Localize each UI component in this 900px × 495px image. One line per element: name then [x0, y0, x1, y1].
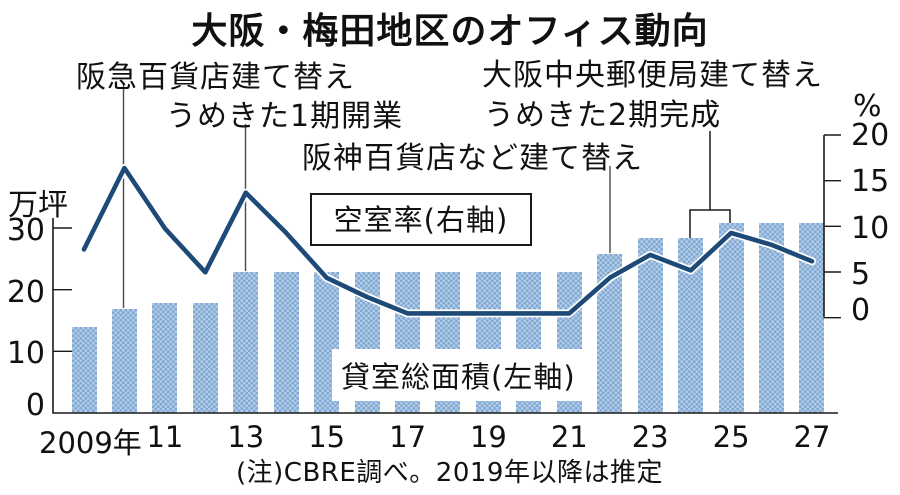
x-label-17: 17	[389, 420, 427, 454]
chart-title: 大阪・梅田地区のオフィス動向	[191, 11, 709, 52]
annotation-umekita2: うめきた2期完成	[484, 98, 722, 133]
bar-2014	[273, 271, 299, 413]
left-tick-0: 0	[25, 388, 45, 423]
x-label-15: 15	[308, 420, 346, 454]
bar-2009	[71, 327, 97, 413]
x-label-27: 27	[793, 420, 831, 454]
x-label-2009: 2009年	[39, 426, 142, 460]
right-tick-20: 20	[851, 118, 890, 153]
bar-2026	[759, 222, 785, 413]
x-label-19: 19	[469, 420, 507, 454]
x-label-23: 23	[631, 420, 669, 454]
left-axis-unit: 万坪	[8, 188, 68, 223]
right-tick-0: 0	[851, 293, 871, 328]
x-label-25: 25	[712, 420, 750, 454]
bar-2023	[637, 238, 663, 413]
bar-2027	[799, 222, 825, 413]
annotation-hankyu: 阪急百貨店建て替え	[76, 60, 355, 95]
bar-2011	[152, 302, 178, 413]
right-tick-15: 15	[851, 164, 890, 199]
right-tick-10: 10	[851, 211, 890, 246]
floor-area-label: 貸室総面積(左軸)	[332, 349, 585, 401]
bar-2025	[718, 222, 744, 413]
left-tick-10: 10	[6, 336, 45, 371]
bar-2022	[597, 253, 623, 413]
x-label-11: 11	[146, 420, 184, 454]
annotation-post-office: 大阪中央郵便局建て替え	[482, 58, 823, 93]
bar-2024	[678, 238, 704, 413]
right-tick-5: 5	[851, 257, 871, 292]
annotation-hanshin: 阪神百貨店など建て替え	[302, 141, 643, 176]
bar-2012	[192, 302, 218, 413]
left-tick-30: 30	[6, 213, 45, 248]
x-label-21: 21	[550, 420, 588, 454]
bar-2013	[233, 271, 259, 413]
source-note: (注)CBRE調べ。2019年以降は推定	[236, 458, 663, 488]
right-axis-unit: %	[853, 89, 882, 124]
annotation-umekita1: うめきた1期開業	[166, 99, 404, 134]
x-label-13: 13	[227, 420, 265, 454]
left-tick-20: 20	[6, 275, 45, 310]
bar-2010	[111, 308, 137, 413]
vacancy-rate-label: 空室率(右軸)	[310, 193, 532, 246]
